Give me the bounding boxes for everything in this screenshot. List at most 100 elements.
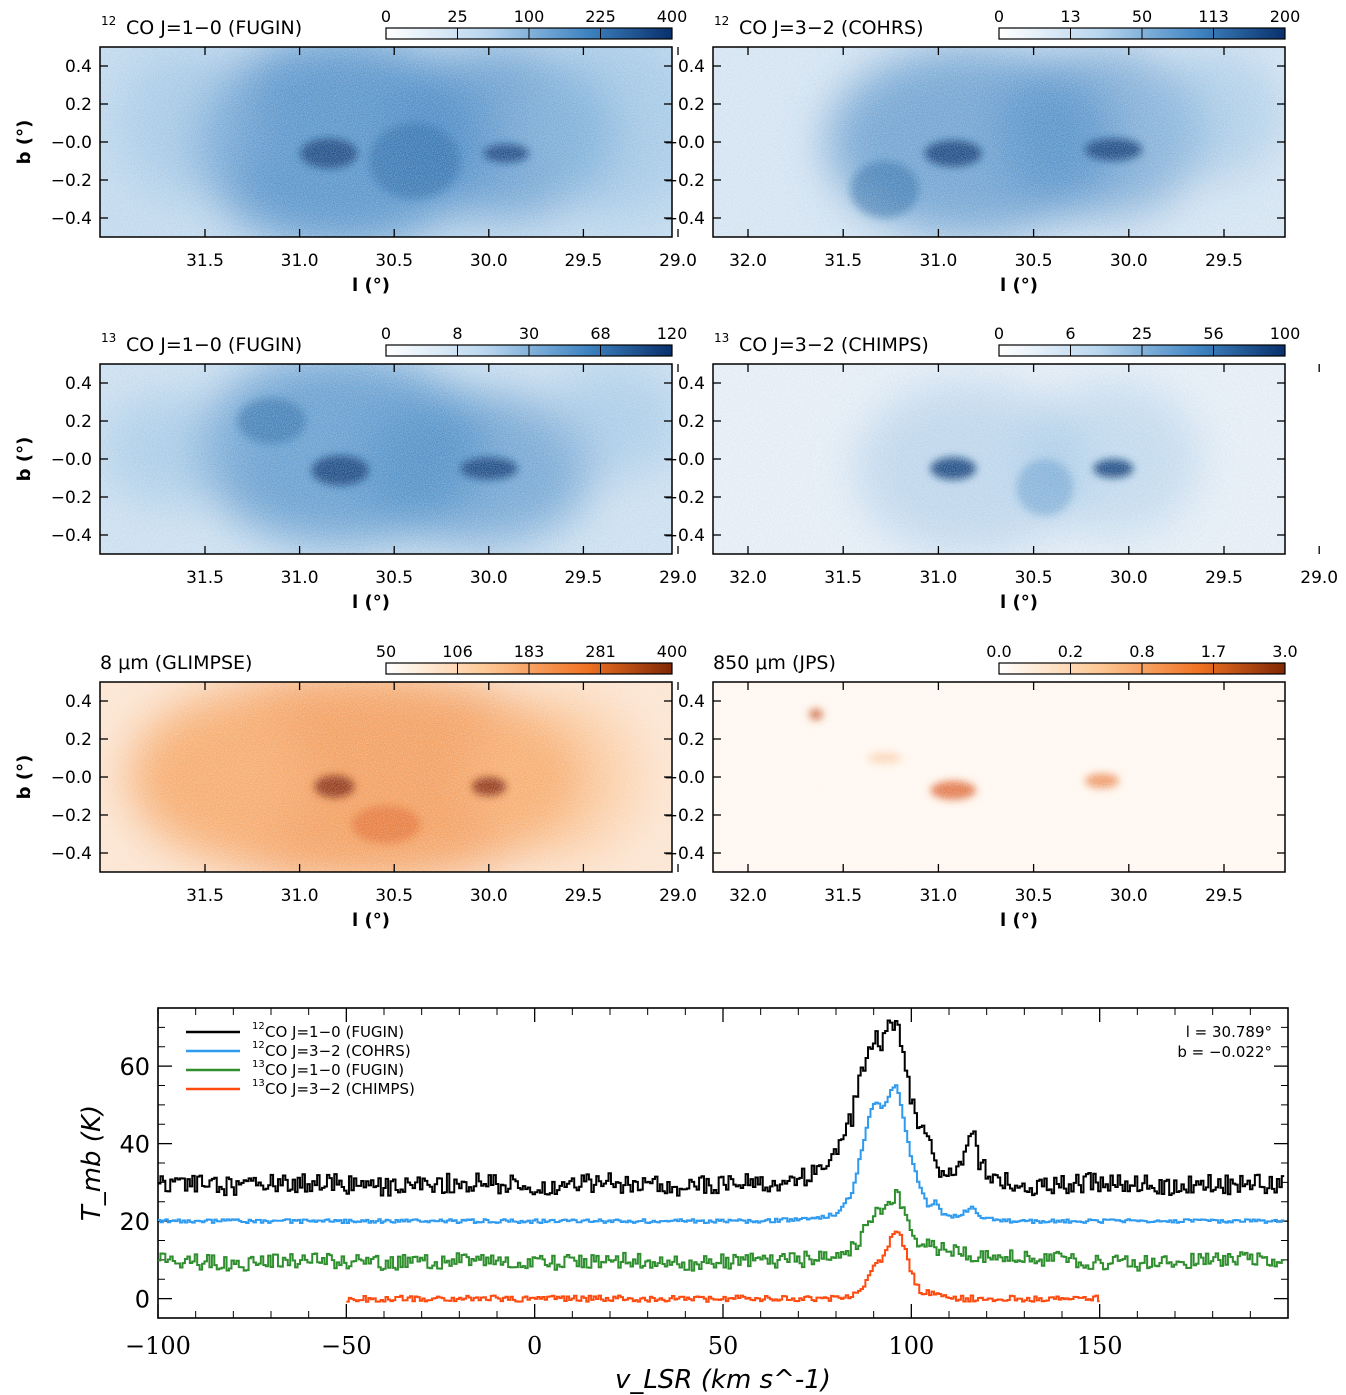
colorbar-tick-label: 281 [585, 642, 616, 661]
map-title: CO J=3−2 (CHIMPS) [739, 334, 929, 356]
colorbar-tick-label: 13 [1060, 7, 1080, 26]
colorbar-tick-label: 25 [1132, 324, 1152, 343]
map-title: 850 μm (JPS) [713, 652, 836, 674]
map-ytick-label: −0.0 [664, 133, 705, 153]
legend-label: CO J=1−0 (FUGIN) [265, 1023, 404, 1041]
map-panel-1: 0.4 0.2 −0.0 −0.2 −0.4 31.5 31.0 30.5 30.0 29.5 29… [14, 7, 697, 296]
map-ytick-label: −0.0 [51, 450, 92, 470]
colorbar-tick-label: 400 [657, 642, 688, 661]
map-xtick-label: 31.5 [824, 568, 862, 588]
colorbar-tick-label: 25 [447, 7, 467, 26]
map-title-isotope: 13 [714, 331, 729, 345]
colorbar: 0 25 100 225 400 [381, 7, 688, 40]
map-ytick-label: 0.4 [678, 692, 705, 712]
map-panel-5: 0.4 0.2 −0.0 −0.2 −0.4 31.5 31.0 30.5 30.0 29.5 29… [14, 642, 697, 931]
spectrum-ytick-label: 40 [119, 1131, 150, 1159]
colorbar-tick-label: 200 [1270, 7, 1301, 26]
map-ytick-label: −0.4 [664, 844, 705, 864]
colorbar-tick-label: 56 [1203, 324, 1223, 343]
map-xtick-label: 31.0 [919, 886, 957, 906]
map-ytick-label: 0.4 [678, 374, 705, 394]
map-title-isotope: 12 [714, 14, 729, 28]
map-xtick-label: 29.0 [659, 886, 697, 906]
map-xtick-label: 29.5 [564, 568, 602, 588]
spectrum-xtick-label: −100 [125, 1332, 191, 1360]
colorbar: 0 8 30 68 120 [381, 324, 687, 357]
map-title-isotope: 13 [101, 331, 116, 345]
colorbar-tick-label: 0 [994, 324, 1004, 343]
spectrum-ylabel: T_mb (K) [77, 1105, 107, 1221]
map-xtick-label: 29.5 [1205, 251, 1243, 271]
legend-label: CO J=3−2 (COHRS) [265, 1042, 411, 1060]
map-ytick-label: 0.4 [65, 692, 92, 712]
spectrum-ytick-label: 20 [119, 1208, 150, 1236]
map-xtick-label: 30.0 [1110, 568, 1148, 588]
map-ytick-label: −0.4 [664, 526, 705, 546]
map-xlabel: l (°) [352, 275, 390, 296]
map-ytick-label: −0.2 [51, 806, 92, 826]
map-xtick-label: 32.0 [729, 886, 767, 906]
map-ylabel: b (°) [14, 120, 35, 165]
map-panels: 0.4 0.2 −0.0 −0.2 −0.4 31.5 31.0 30.5 30.0 29.5 29… [14, 7, 1338, 931]
map-xtick-label: 29.0 [659, 251, 697, 271]
legend-isotope: 13 [252, 1078, 265, 1089]
map-ylabel: b (°) [14, 755, 35, 800]
map-ytick-label: −0.0 [51, 133, 92, 153]
colorbar: 0 6 25 56 100 [994, 324, 1300, 357]
series-line-2 [158, 1084, 1285, 1225]
map-ytick-label: 0.2 [678, 730, 705, 750]
colorbar-tick-label: 0 [994, 7, 1004, 26]
series-line-3 [158, 1189, 1285, 1272]
map-panel-2: 0.4 0.2 −0.0 −0.2 −0.4 32.0 31.5 31.0 30.5 30.0 29… [664, 7, 1301, 296]
map-ytick-label: 0.2 [678, 95, 705, 115]
map-xlabel: l (°) [1000, 275, 1038, 296]
annotation-b: b = −0.022° [1177, 1043, 1272, 1061]
spectrum-xtick-label: 150 [1077, 1332, 1123, 1360]
map-title: CO J=3−2 (COHRS) [739, 17, 924, 39]
map-ytick-label: 0.2 [678, 412, 705, 432]
map-xtick-label: 31.5 [824, 886, 862, 906]
map-xtick-label: 31.0 [919, 568, 957, 588]
map-ytick-label: −0.2 [664, 806, 705, 826]
map-xtick-label: 30.5 [375, 568, 413, 588]
colorbar-tick-label: 30 [519, 324, 539, 343]
colorbar-tick-label: 1.7 [1201, 642, 1226, 661]
colorbar-tick-label: 0 [381, 324, 391, 343]
map-ytick-label: −0.0 [664, 768, 705, 788]
colorbar-tick-label: 6 [1065, 324, 1075, 343]
colorbar-tick-label: 400 [657, 7, 688, 26]
map-xtick-label: 30.0 [1110, 251, 1148, 271]
colorbar-tick-label: 113 [1198, 7, 1229, 26]
map-ytick-label: 0.4 [678, 57, 705, 77]
legend-label: CO J=3−2 (CHIMPS) [265, 1080, 415, 1098]
colorbar-tick-label: 100 [514, 7, 545, 26]
map-ytick-label: −0.4 [51, 209, 92, 229]
map-xtick-label: 31.5 [186, 251, 224, 271]
map-xtick-label: 30.5 [1015, 568, 1053, 588]
map-xtick-label: 31.0 [281, 251, 319, 271]
map-image [100, 364, 672, 554]
map-title: 8 μm (GLIMPSE) [100, 652, 252, 674]
map-image [100, 47, 672, 237]
legend-isotope: 12 [252, 1040, 265, 1051]
legend-isotope: 12 [252, 1021, 265, 1032]
legend-label: CO J=1−0 (FUGIN) [265, 1061, 404, 1079]
map-ytick-label: 0.2 [65, 730, 92, 750]
map-xtick-label: 31.0 [281, 886, 319, 906]
map-xtick-label: 29.5 [564, 886, 602, 906]
spectrum-ytick-label: 0 [135, 1286, 150, 1314]
map-xlabel: l (°) [352, 592, 390, 613]
legend-isotope: 13 [252, 1059, 265, 1070]
map-ytick-label: −0.2 [51, 488, 92, 508]
map-xtick-label: 32.0 [729, 251, 767, 271]
map-image [713, 682, 1285, 872]
map-ytick-label: −0.4 [51, 526, 92, 546]
map-xtick-label: 30.0 [1110, 886, 1148, 906]
map-ytick-label: −0.4 [664, 209, 705, 229]
map-xtick-label: 30.0 [470, 886, 508, 906]
map-panel-4: 0.4 0.2 −0.0 −0.2 −0.4 32.0 31.5 31.0 30.5 30.0 29… [664, 324, 1338, 613]
map-ytick-label: 0.4 [65, 57, 92, 77]
map-image [100, 682, 672, 872]
map-title: CO J=1−0 (FUGIN) [126, 17, 302, 39]
map-xtick-label: 29.0 [1300, 568, 1338, 588]
